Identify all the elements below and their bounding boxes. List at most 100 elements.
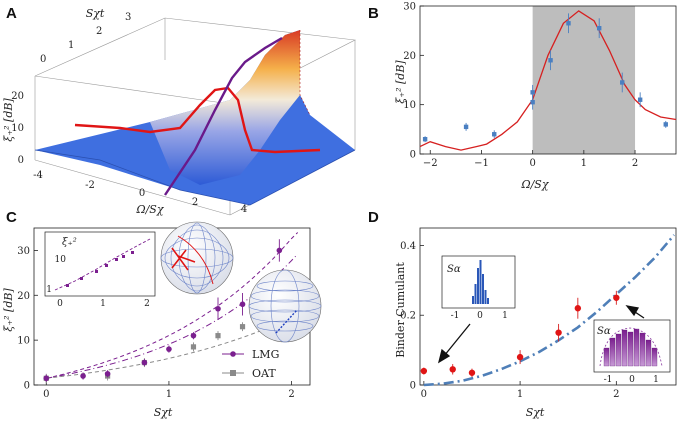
c-inset-point <box>131 251 134 254</box>
a-x-tick: 2 <box>192 197 198 208</box>
hist-bar <box>645 339 652 367</box>
a-z-tick: 10 <box>11 123 24 134</box>
b-data-point <box>548 58 553 63</box>
b-data-point <box>530 100 535 105</box>
a-y-tick: 1 <box>68 40 74 51</box>
hist-bar <box>477 268 479 304</box>
y-tick-label: 30 <box>403 2 416 13</box>
hist-bar <box>603 347 610 367</box>
d-inset-left-tick: 1 <box>502 311 508 321</box>
hist-bar <box>627 331 634 367</box>
b-data-point <box>492 132 497 137</box>
c-inset-ylabel: ξ₊² <box>62 237 77 248</box>
d-data-point <box>420 367 428 375</box>
c-inset-point <box>122 255 125 258</box>
c-oat-point <box>190 344 197 350</box>
c-inset-y-tick: 1 <box>46 285 52 295</box>
d-data-point <box>555 329 562 336</box>
c-oat-point <box>239 324 246 330</box>
hist-bar <box>474 284 477 304</box>
d-ylabel: Binder Cumulant <box>394 262 407 358</box>
c-legend: LMG OAT <box>222 348 279 380</box>
legend-oat-label: OAT <box>252 367 276 380</box>
c-inset-points <box>66 251 134 287</box>
hist-bar <box>484 290 487 304</box>
b-data-point <box>597 26 602 31</box>
d-arrow-left-head <box>437 348 451 364</box>
d-ticks: 0 1 2 0 0.2 0.4 <box>400 241 619 400</box>
y-tick-label: 20 <box>403 51 416 62</box>
c-inset-point <box>115 258 118 261</box>
d-data-point <box>468 369 476 376</box>
hist-bar <box>633 328 640 367</box>
d-inset-left: Sα -1 0 1 <box>441 255 516 321</box>
a-z-tick: 20 <box>11 91 24 102</box>
c-inset-point <box>66 284 69 287</box>
y-tick-label: 0 <box>24 381 30 392</box>
a-y-tick: 0 <box>40 54 46 65</box>
panel-a-red-curve <box>74 86 321 154</box>
c-lmg-point <box>141 359 148 366</box>
hist-bar <box>609 337 616 367</box>
b-xlabel: Ω/Sχ <box>520 178 549 191</box>
c-oat-point <box>215 333 221 339</box>
c-lmg-point <box>166 346 172 352</box>
d-inset-right-tick: 0 <box>629 375 635 385</box>
c-inset-frame <box>44 231 156 297</box>
panel-a-z-ticks: 0 10 20 <box>11 91 24 166</box>
hist-bar <box>472 296 474 304</box>
d-inset-right-tick: 1 <box>653 375 659 385</box>
panel-b-label: B <box>368 5 379 22</box>
d-data-point <box>449 366 456 373</box>
panel-a-y-ticks: 0 1 2 3 <box>40 12 131 65</box>
x-tick-label: 1 <box>581 158 587 169</box>
c-inset-x-tick: 2 <box>144 299 150 309</box>
legend-oat-marker <box>230 370 236 376</box>
b-data-point <box>566 21 571 26</box>
d-inset-right: Sα -1 0 1 <box>593 319 671 385</box>
x-tick-label: −2 <box>423 158 438 169</box>
legend-lmg-label: LMG <box>252 348 279 361</box>
x-tick-label: −1 <box>474 158 489 169</box>
c-inset-y-tick: 10 <box>55 255 67 265</box>
hist-bar <box>639 332 646 367</box>
legend-lmg-marker <box>230 351 236 357</box>
a-x-tick: -4 <box>33 170 43 181</box>
c-lmg-point <box>215 305 221 312</box>
panel-c-label: C <box>6 209 17 226</box>
c-lmg-point <box>239 301 246 308</box>
d-inset-left-label: Sα <box>447 264 461 275</box>
a-ylabel: Sχt <box>86 7 105 20</box>
d-inset-right-label: Sα <box>597 326 611 337</box>
c-lmg-point <box>80 373 86 379</box>
d-inset-right-bars <box>603 328 658 367</box>
d-inset-left-tick: -1 <box>451 311 460 321</box>
y-tick-label: 10 <box>17 336 30 347</box>
a-x-tick: 0 <box>139 188 145 199</box>
b-ylabel: ξ₊² [dB] <box>394 60 407 104</box>
b-theory-curve <box>419 10 677 151</box>
d-inset-right-tick: -1 <box>604 375 613 385</box>
x-tick-label: 1 <box>166 389 172 400</box>
a-y-tick: 2 <box>96 26 102 37</box>
c-inset: 0 1 2 1 10 ξ₊² <box>44 231 156 309</box>
x-tick-label: 0 <box>529 158 535 169</box>
y-tick-label: 20 <box>17 291 30 302</box>
d-arrows <box>437 305 645 364</box>
panel-a-label: A <box>6 5 17 22</box>
b-shaded-region <box>532 6 636 154</box>
b-data-point <box>620 80 625 85</box>
x-tick-label: 2 <box>613 389 619 400</box>
panel-a-purple-curve <box>164 36 283 196</box>
hist-bar <box>479 260 482 304</box>
hist-bar <box>615 333 622 367</box>
y-tick-label: 30 <box>17 246 30 257</box>
d-xlabel: Sχt <box>526 406 545 419</box>
b-data-point <box>422 137 428 142</box>
panel-a-x-ticks: -4 -2 0 2 4 <box>33 170 247 215</box>
hist-bar <box>621 329 628 367</box>
hist-bar <box>482 274 484 304</box>
